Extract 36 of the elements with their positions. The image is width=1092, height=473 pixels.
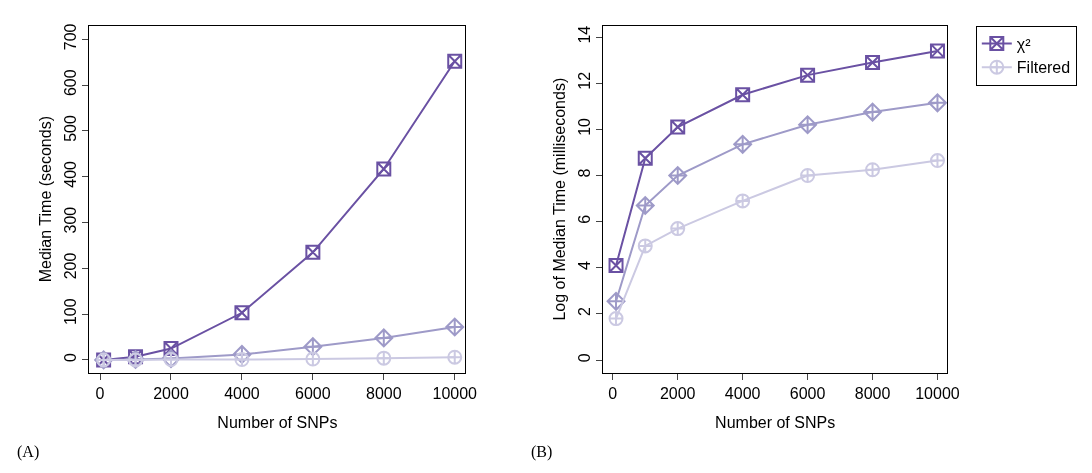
y-tick-label: 300 <box>62 206 80 234</box>
y-tick-label: 14 <box>575 25 593 44</box>
x-axis-title: Number of SNPs <box>715 413 836 431</box>
y-tick-label: 700 <box>62 23 80 51</box>
y-tick-label: 2 <box>575 307 593 317</box>
x-tick-label: 10000 <box>915 385 960 402</box>
x-tick-label: 2000 <box>659 385 696 402</box>
y-axis-title: Median Time (seconds) <box>36 116 54 283</box>
y-tick-label: 100 <box>62 298 80 326</box>
y-tick-label: 6 <box>575 214 593 224</box>
y-tick-label: 8 <box>575 168 593 178</box>
y-tick-label: 0 <box>62 353 80 363</box>
y-tick-label: 400 <box>62 160 80 188</box>
x-tick-label: 8000 <box>366 385 402 402</box>
x-tick-label: 10000 <box>432 385 478 402</box>
y-tick-label: 500 <box>62 115 80 142</box>
x-tick-label: 8000 <box>854 385 891 402</box>
x-tick-label: 0 <box>608 385 618 402</box>
x-tick-label: 6000 <box>789 385 826 402</box>
legend-label: Filtered <box>1016 59 1071 77</box>
y-tick-label: 0 <box>575 353 593 363</box>
y-tick-label: 10 <box>575 117 593 136</box>
y-tick-label: 600 <box>62 69 80 97</box>
x-tick-label: 4000 <box>724 385 761 402</box>
x-tick-label: 0 <box>95 385 105 402</box>
y-axis-title: Log of Median Time (milliseconds) <box>550 77 568 321</box>
text: (B) <box>531 443 553 461</box>
x-tick-label: 2000 <box>153 385 189 402</box>
x-tick-label: 6000 <box>295 385 331 402</box>
legend-label: χ² <box>1016 35 1032 53</box>
x-tick-label: 4000 <box>224 385 260 402</box>
y-tick-label: 200 <box>62 252 80 280</box>
text: (A) <box>17 443 40 461</box>
x-axis-title: Number of SNPs <box>217 413 338 431</box>
y-tick-label: 4 <box>575 260 593 270</box>
y-tick-label: 12 <box>575 71 593 90</box>
